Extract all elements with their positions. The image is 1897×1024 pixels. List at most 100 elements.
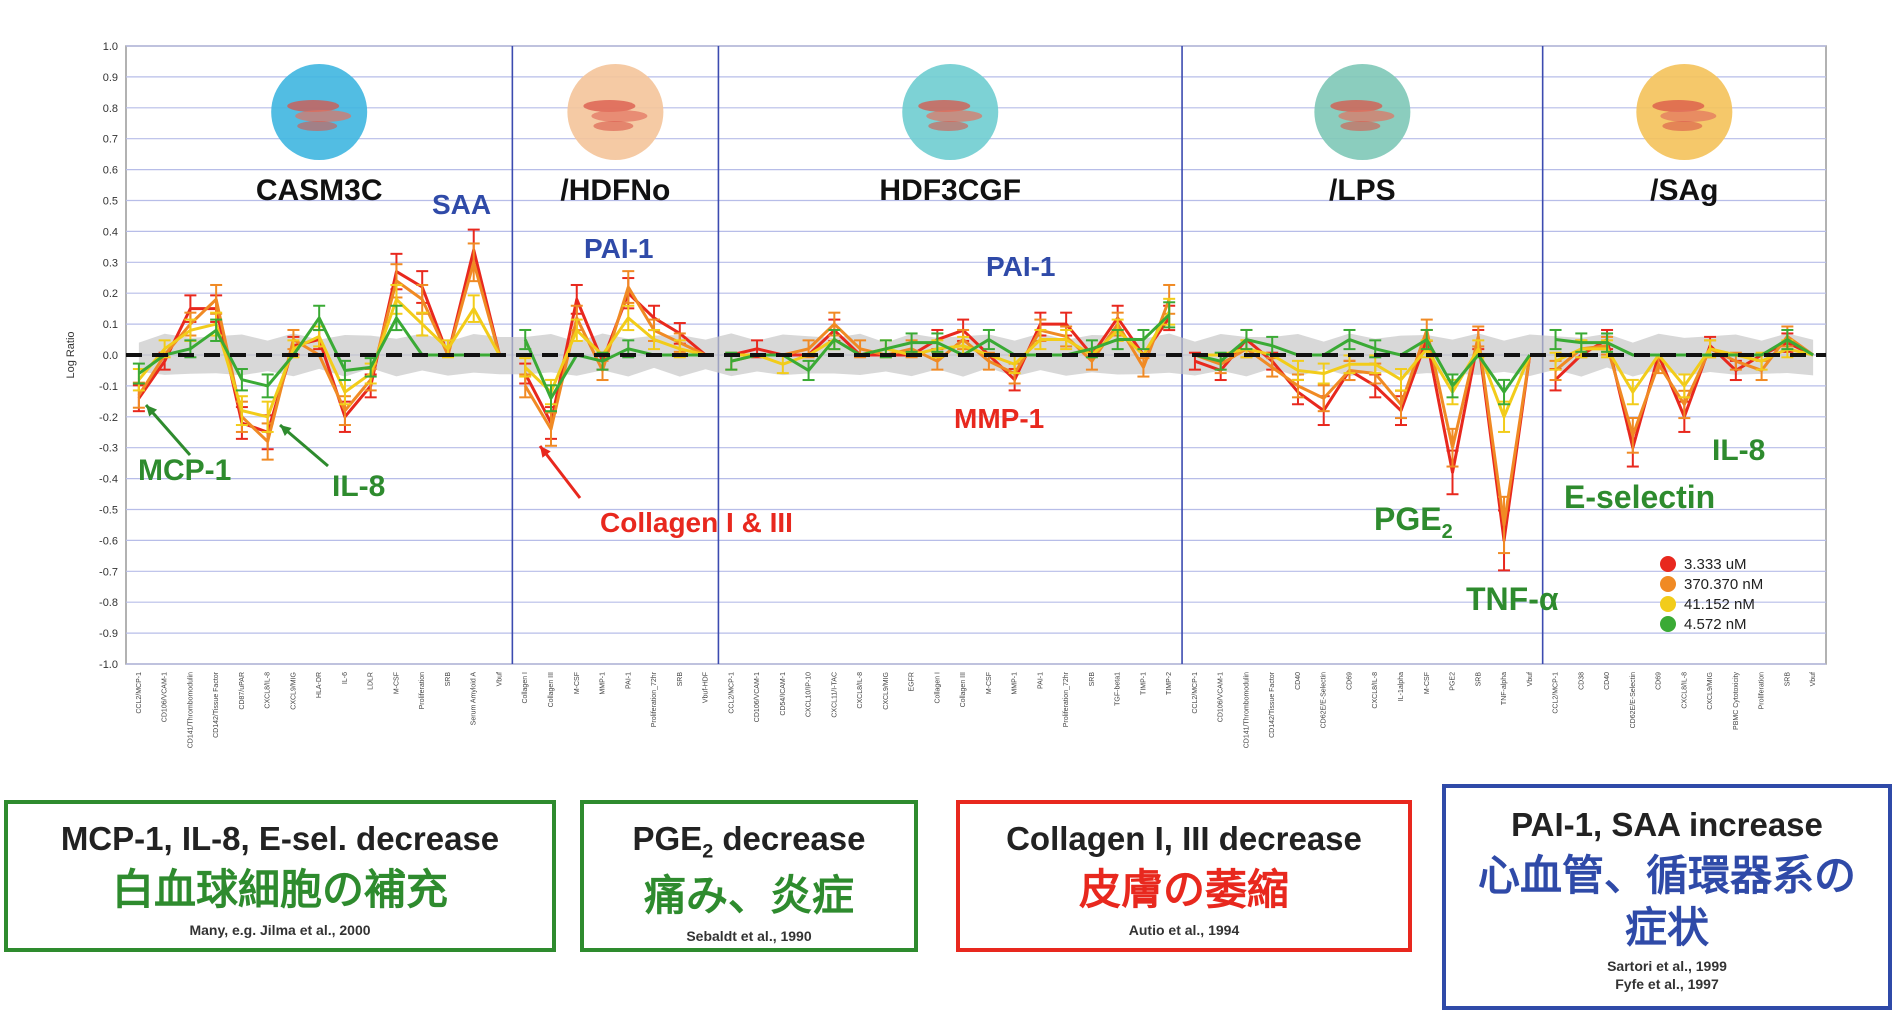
x-tick-label: SRB <box>677 672 684 687</box>
y-tick-label: -0.1 <box>99 381 118 393</box>
x-tick-label: CD87/uPAR <box>239 672 246 710</box>
box-reference: Autio et al., 1994 <box>1128 922 1240 938</box>
box-headline: MCP-1, IL-8, E-sel. decrease <box>60 820 500 857</box>
y-tick-label: -1.0 <box>99 659 118 671</box>
x-tick-label: CD62E/E-Selectin <box>1630 672 1637 729</box>
box-headline: Collagen I, III decrease <box>1006 820 1362 857</box>
legend-label: 370.370 nM <box>1684 576 1763 593</box>
x-tick-label: PAI-1 <box>625 672 632 689</box>
y-tick-label: 0.3 <box>103 257 118 269</box>
icon-cell <box>1652 100 1705 112</box>
annotation-label: PGE2 <box>1374 501 1453 543</box>
x-tick-label: LDLR <box>368 672 375 690</box>
x-tick-label: PBMC Cytotoxicity <box>1733 672 1740 730</box>
x-tick-label: CD141/Thrombomodulin <box>1243 672 1250 748</box>
y-tick-label: 0.9 <box>103 72 118 84</box>
cell-culture-icon <box>271 64 368 160</box>
x-tick-label: Proliferation_72hr <box>1063 671 1070 727</box>
y-tick-label: 1.0 <box>103 41 118 53</box>
box-japanese-text: 心血管、循環器系の症状 <box>1477 851 1856 952</box>
cell-culture-icon <box>902 64 999 160</box>
x-tick-label: CXCL10/IP-10 <box>806 672 813 717</box>
x-tick-label: CD69 <box>1656 672 1663 690</box>
annotation-label: TNF-α <box>1466 581 1559 617</box>
series-line <box>524 316 706 394</box>
x-tick-label: CCL2/MCP-1 <box>728 672 735 714</box>
x-tick-label: CD40 <box>1604 672 1611 690</box>
y-tick-label: 0.5 <box>103 196 118 208</box>
x-tick-label: SRB <box>445 672 452 687</box>
x-tick-label: Vbuf <box>496 672 503 686</box>
y-tick-label: -0.5 <box>99 505 118 517</box>
x-tick-label: CCL2/MCP-1 <box>1553 672 1560 714</box>
icon-cell <box>295 110 352 122</box>
annotation-label: Collagen I & III <box>600 507 793 538</box>
x-tick-label: CD38 <box>1578 672 1585 690</box>
x-tick-label: CXCL9/MIG <box>290 672 297 710</box>
cell-culture-icon <box>567 64 664 160</box>
x-tick-label: CXCL8/IL-8 <box>1372 672 1379 709</box>
x-tick-label: CD141/Thrombomodulin <box>187 672 194 748</box>
x-tick-label: TGF-beta1 <box>1115 672 1122 706</box>
box-headline: PAI-1, SAA increase <box>1511 806 1823 843</box>
x-tick-label: CXCL8/IL-8 <box>857 672 864 709</box>
x-tick-label: PGE2 <box>1450 672 1457 691</box>
annotation-arrowhead <box>146 405 158 417</box>
icon-cell <box>1330 100 1383 112</box>
x-tick-label: CD54/ICAM-1 <box>780 672 787 716</box>
panel-title: HDF3CGF <box>879 174 1021 207</box>
icon-cell <box>593 121 634 131</box>
x-tick-label: Proliferation <box>1759 672 1766 709</box>
icon-cell <box>287 100 340 112</box>
box-reference: Sartori et al., 1999 <box>1607 958 1727 974</box>
y-tick-label: -0.6 <box>99 535 118 547</box>
y-tick-label: -0.4 <box>99 474 118 486</box>
annotation-label: MCP-1 <box>138 454 231 487</box>
annotation-arrow <box>144 404 192 456</box>
x-tick-label: CD40 <box>1295 672 1302 690</box>
x-tick-label: IL-1alpha <box>1398 672 1405 701</box>
legend-marker <box>1660 556 1676 572</box>
x-tick-label: M-CSF <box>1424 672 1431 694</box>
noise-band <box>138 333 1814 377</box>
icon-cell <box>583 100 636 112</box>
box-headline: PGE2 decrease <box>584 820 914 864</box>
legend-label: 3.333 uM <box>1684 556 1747 573</box>
y-tick-label: 0.7 <box>103 134 118 146</box>
x-tick-label: Vbuf-HDF <box>703 672 710 703</box>
y-tick-label: 0.4 <box>103 226 118 238</box>
x-tick-label: CD106/VCAM-1 <box>1218 672 1225 722</box>
x-tick-label: MMP-1 <box>1012 672 1019 695</box>
y-tick-label: -0.7 <box>99 566 118 578</box>
legend-marker <box>1660 596 1676 612</box>
finding-box-collagen: Collagen I, III decrease 皮膚の萎縮 Autio et … <box>956 800 1412 952</box>
y-tick-label: 0.6 <box>103 165 118 177</box>
x-tick-label: CXCL11/I-TAC <box>831 672 838 718</box>
x-tick-label: CD106/VCAM-1 <box>754 672 761 722</box>
annotation-label: IL-8 <box>1712 434 1765 467</box>
x-tick-label: CD142/Tissue Factor <box>1269 671 1276 738</box>
x-tick-label: Collagen III <box>960 672 967 707</box>
annotation-arrowhead <box>540 446 551 458</box>
y-tick-label: -0.9 <box>99 628 118 640</box>
x-tick-label: Vbuf <box>1810 672 1817 686</box>
x-tick-label: M-CSF <box>986 672 993 694</box>
icon-cell <box>591 110 648 122</box>
finding-box-cardiovascular: PAI-1, SAA increase 心血管、循環器系の症状 Sartori … <box>1442 784 1892 1010</box>
box-japanese-text: 痛み、炎症 <box>643 870 854 920</box>
headline-subscript: 2 <box>702 840 714 863</box>
annotation-label: PAI-1 <box>986 251 1056 282</box>
x-tick-label: TNF-alpha <box>1501 672 1508 705</box>
x-tick-label: CCL2/MCP-1 <box>1192 672 1199 714</box>
cell-culture-icon <box>1636 64 1733 160</box>
legend-label: 4.572 nM <box>1684 616 1747 633</box>
x-tick-label: CD62E/E-Selectin <box>1321 672 1328 729</box>
annotation-label: E-selectin <box>1564 479 1715 515</box>
x-tick-label: Proliferation_72hr <box>651 671 658 727</box>
x-tick-label: Vbuf <box>1527 672 1534 686</box>
x-tick-label: CXCL9/MIG <box>1707 672 1714 710</box>
x-tick-label: IL-6 <box>342 672 349 684</box>
panel-title: /LPS <box>1329 174 1396 207</box>
x-tick-label: Collagen I <box>934 672 941 704</box>
cell-culture-icon <box>1314 64 1411 160</box>
